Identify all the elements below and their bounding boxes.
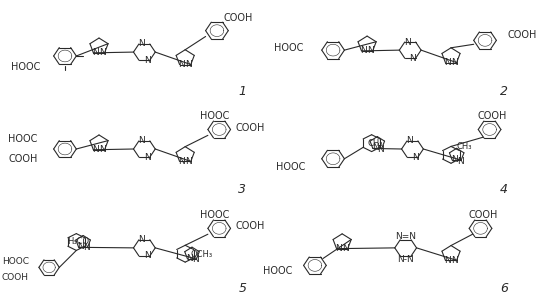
Text: N: N: [186, 254, 193, 263]
Text: N: N: [92, 145, 99, 154]
Text: HOOC: HOOC: [263, 266, 292, 276]
Text: COOH: COOH: [224, 13, 253, 23]
Text: CH₃: CH₃: [368, 139, 383, 148]
Text: N: N: [144, 153, 150, 162]
Text: N: N: [77, 242, 84, 251]
Text: N: N: [378, 145, 384, 154]
Text: 6: 6: [500, 282, 507, 295]
Text: N: N: [360, 46, 367, 55]
Text: HOOC: HOOC: [9, 134, 38, 144]
Text: HOOC: HOOC: [11, 62, 40, 72]
Text: N: N: [144, 56, 150, 65]
Text: 4: 4: [500, 184, 507, 196]
Text: N: N: [99, 145, 106, 154]
Text: 3: 3: [238, 184, 246, 196]
Text: N: N: [451, 155, 458, 164]
Text: COOH: COOH: [477, 111, 506, 121]
Text: H₃CO: H₃CO: [67, 237, 89, 246]
Text: N: N: [178, 60, 185, 69]
Text: COOH: COOH: [2, 273, 28, 282]
Text: N: N: [186, 157, 192, 166]
Text: N: N: [372, 143, 379, 152]
Text: 2: 2: [500, 85, 507, 97]
Text: COOH: COOH: [468, 210, 497, 220]
Text: OCH₃: OCH₃: [191, 250, 213, 259]
Text: N: N: [456, 157, 463, 166]
Text: 1: 1: [238, 85, 246, 97]
Text: N: N: [178, 157, 185, 166]
Text: N-N: N-N: [397, 255, 414, 264]
Text: N: N: [367, 46, 374, 55]
Text: N: N: [412, 153, 418, 162]
Text: N: N: [336, 244, 342, 253]
Text: HOOC: HOOC: [200, 210, 229, 220]
Text: COOH: COOH: [9, 154, 38, 164]
Text: HOOC: HOOC: [277, 162, 306, 172]
Text: HOOC: HOOC: [274, 43, 303, 53]
Text: N: N: [138, 136, 145, 145]
Text: N: N: [444, 58, 451, 67]
Text: CH₃: CH₃: [456, 142, 472, 151]
Text: N: N: [404, 38, 411, 46]
Text: N: N: [452, 58, 458, 67]
Text: N: N: [192, 254, 199, 263]
Text: COOH: COOH: [235, 122, 265, 133]
Text: N: N: [185, 60, 192, 69]
Text: N: N: [343, 244, 349, 253]
Text: N: N: [138, 39, 145, 49]
Text: N: N: [407, 136, 413, 145]
Text: N: N: [452, 256, 458, 265]
Text: N=N: N=N: [395, 232, 416, 241]
Text: COOH: COOH: [235, 221, 265, 232]
Text: HOOC: HOOC: [2, 257, 28, 266]
Text: N: N: [410, 54, 416, 63]
Text: N: N: [99, 48, 106, 57]
Text: HOOC: HOOC: [200, 111, 229, 121]
Text: N: N: [92, 48, 99, 57]
Text: N: N: [144, 252, 150, 260]
Text: N: N: [444, 256, 451, 265]
Text: 5: 5: [238, 282, 246, 295]
Text: N: N: [83, 243, 90, 252]
Text: COOH: COOH: [507, 30, 537, 40]
Text: N: N: [138, 235, 145, 244]
